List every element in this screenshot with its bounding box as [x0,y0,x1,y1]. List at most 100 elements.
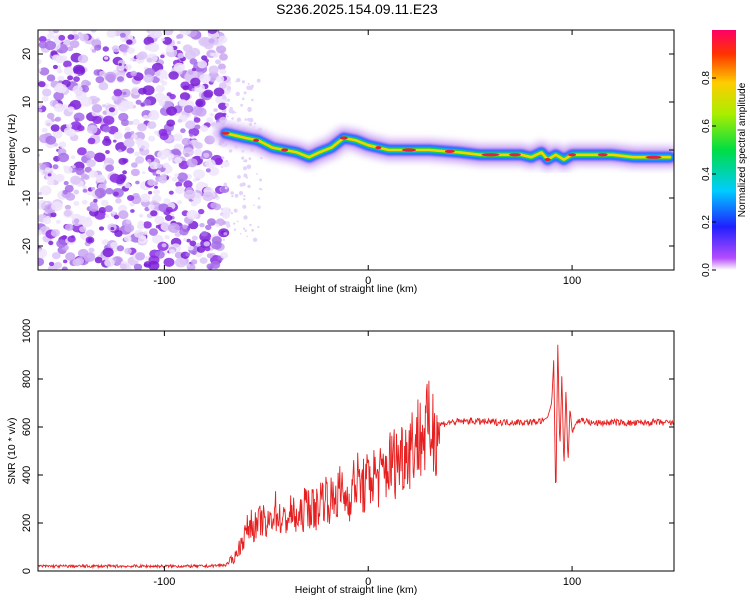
noise-blob [64,130,70,135]
noise-blob [47,33,55,39]
noise-speck [252,237,258,242]
ridge-peak [221,131,230,135]
noise-blob [209,77,216,83]
noise-blob [63,181,69,186]
noise-blob [137,123,147,132]
noise-blob [218,82,227,89]
noise-blob [38,192,42,196]
noise-blob [186,238,191,243]
noise-speck [235,80,237,83]
noise-blob [94,188,107,198]
snr-y-ticks: 0 200 400 600 800 1000 [21,319,674,574]
noise-blob [213,87,225,97]
snr-y-label: SNR (10 * v/v) [6,417,18,484]
noise-blob [136,53,144,61]
noise-blob [147,42,160,53]
noise-blob [118,210,129,220]
noise-blob [138,87,147,95]
noise-speck [246,164,252,170]
noise-blob [182,44,193,53]
noise-blob [88,170,98,178]
noise-blob [177,119,183,123]
snr-x-label: Height of straight line (km) [295,584,418,596]
noise-blob [220,252,229,259]
noise-blob [95,76,105,84]
ridge-peak [509,153,521,157]
noise-blob [73,76,80,82]
noise-blob [104,56,109,60]
noise-blob [63,66,75,76]
noise-blob [160,37,165,42]
noise-blob [104,71,117,82]
noise-speck [231,110,235,114]
noise-blob [185,252,191,257]
noise-blob [183,238,187,242]
noise-blob [63,39,72,46]
noise-blob [119,32,126,38]
noise-blob [45,135,57,145]
ridge-peak [481,153,500,157]
noise-blob [135,180,140,185]
noise-blob [164,235,170,240]
noise-blob [188,70,194,75]
noise-blob [205,168,211,173]
noise-blob [98,82,109,91]
noise-blob [219,53,228,61]
noise-speck [249,223,252,227]
noise-blob [155,169,162,175]
noise-blob [165,45,174,53]
noise-blob [158,100,165,106]
colorbar-tick-label: 0.0 [701,263,712,277]
noise-blob [79,33,89,42]
noise-blob [205,159,216,169]
ridge-peak [444,149,455,153]
noise-blob [64,184,74,193]
noise-blob [53,30,59,34]
noise-blob [221,160,230,168]
noise-blob [124,138,135,148]
noise-blob [41,127,48,133]
noise-blob [100,199,109,207]
noise-blob [207,30,218,35]
noise-blob [119,44,130,53]
y-tick-label: 0 [21,568,33,574]
noise-blob [73,218,80,224]
noise-blob [134,131,145,141]
noise-blob [192,178,198,182]
noise-blob [165,206,173,213]
noise-blob [47,179,55,186]
noise-blob [124,247,132,255]
snr-panel: -100 0 100 0 200 400 600 800 1000 Height of str… [6,319,675,596]
noise-blob [197,60,208,69]
noise-blob [175,186,185,194]
noise-region [38,30,263,270]
noise-blob [216,45,227,54]
noise-blob [176,34,181,39]
noise-blob [163,257,175,267]
noise-blob [44,167,51,173]
noise-speck [236,220,239,223]
noise-blob [129,57,134,61]
snr-plot-area [38,344,674,570]
noise-blob [46,112,55,120]
noise-blob [143,115,149,120]
noise-blob [143,99,152,106]
noise-blob [115,198,122,204]
noise-blob [194,124,201,130]
noise-blob [143,231,148,235]
noise-blob [102,247,114,258]
noise-blob [149,30,162,39]
noise-blob [171,177,178,182]
noise-blob [53,103,65,112]
noise-blob [190,259,198,265]
noise-blob [113,214,120,220]
noise-blob [205,224,212,230]
noise-blob [102,104,106,108]
noise-blob [203,241,210,247]
noise-blob [38,58,42,65]
noise-blob [57,176,63,180]
noise-speck [228,209,231,212]
noise-blob [48,261,55,267]
noise-blob [130,131,135,135]
noise-blob [135,138,144,145]
